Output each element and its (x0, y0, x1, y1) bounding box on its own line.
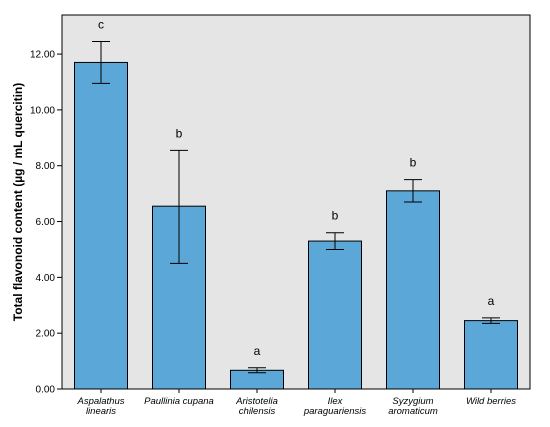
bar (308, 240, 362, 390)
bars: c b a b b a (74, 18, 518, 390)
significance-label: a (488, 294, 495, 308)
y-tick-label: 12.00 (30, 50, 55, 61)
y-tick-label: 8.00 (36, 161, 56, 172)
significance-label: c (98, 18, 104, 32)
y-tick-label: 0.00 (36, 385, 56, 396)
x-category-label: Wild berries (466, 396, 516, 407)
significance-label: b (410, 156, 417, 170)
bar (464, 320, 518, 390)
x-category-label: Aspalathus (76, 396, 124, 407)
plot-area (61, 14, 531, 390)
x-category-label: Paullinia cupana (144, 396, 214, 407)
y-tick-label: 4.00 (36, 273, 56, 284)
y-tick-label: 10.00 (30, 105, 55, 116)
y-tick-label: 2.00 (36, 329, 56, 340)
x-category-label: linearis (86, 406, 116, 417)
y-axis-ticks: 0.00 2.00 4.00 6.00 8.00 10.00 12.00 (30, 50, 62, 396)
x-category-label: Syzygium (392, 396, 433, 407)
bar (386, 190, 440, 390)
x-category-label: aromaticum (388, 406, 438, 417)
y-tick-label: 6.00 (36, 217, 56, 228)
x-category-label: paraguariensis (303, 406, 367, 417)
significance-label: b (176, 126, 183, 140)
significance-label: b (332, 209, 339, 223)
y-axis-label: Total flavonoid content (µg / mL quercit… (11, 83, 25, 321)
bar (74, 61, 128, 390)
x-category-label: chilensis (239, 406, 276, 417)
x-category-label: Ilex (328, 396, 344, 407)
x-category-label: Aristotelia (235, 396, 278, 407)
significance-label: a (254, 344, 261, 358)
